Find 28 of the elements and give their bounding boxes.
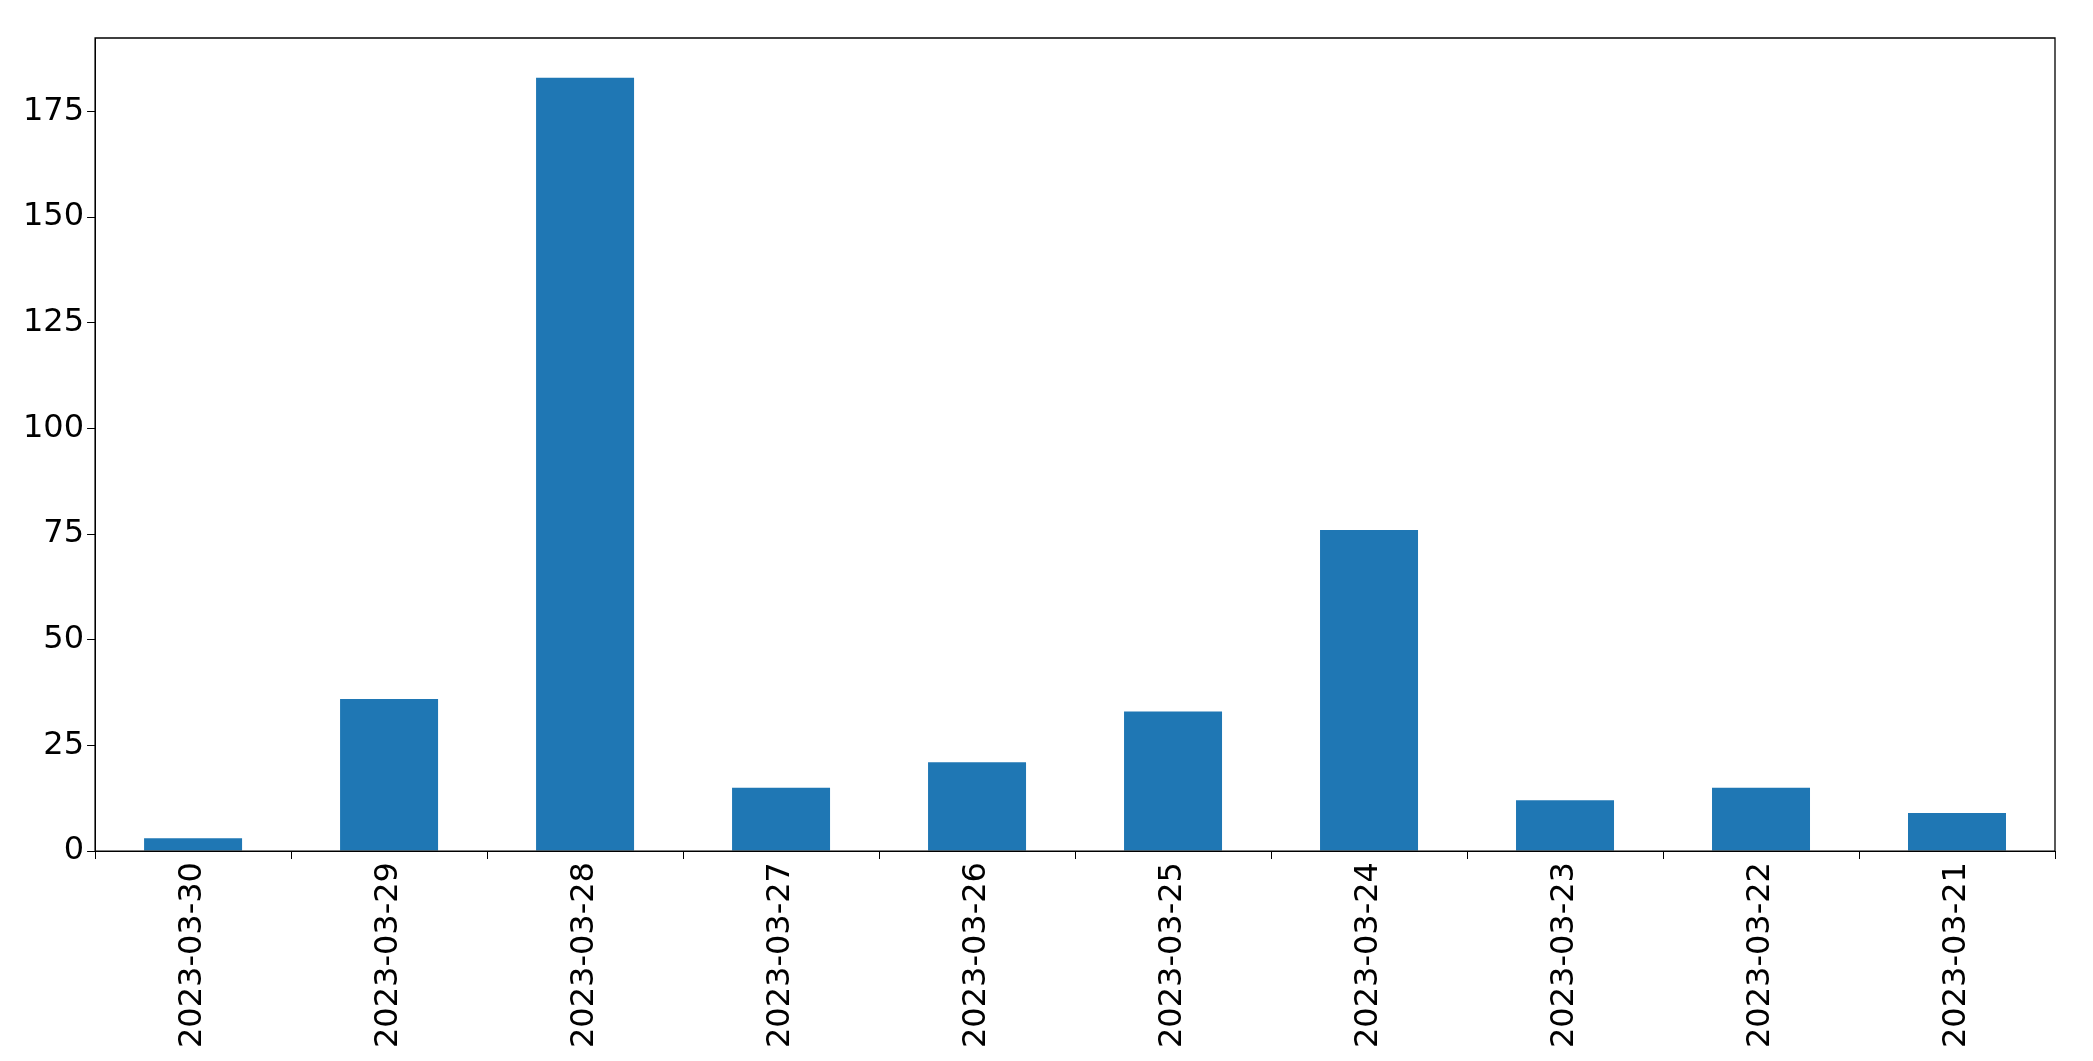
x-tick-label: 2023-03-21 (1935, 862, 1974, 1048)
x-tick-label: 2023-03-28 (563, 862, 602, 1048)
y-tick-label: 75 (43, 512, 85, 551)
bar (928, 762, 1027, 851)
x-tick-label: 2023-03-25 (1151, 862, 1190, 1048)
x-tick-label: 2023-03-22 (1739, 862, 1778, 1048)
x-tick-label: 2023-03-23 (1543, 862, 1582, 1048)
y-tick-label: 125 (23, 301, 85, 340)
bar (1320, 529, 1419, 851)
bar (1516, 800, 1615, 851)
y-tick-label: 150 (23, 195, 85, 234)
y-tick-label: 100 (23, 406, 85, 445)
bar (732, 787, 831, 851)
bar (144, 838, 243, 851)
y-tick-label: 25 (43, 723, 85, 762)
y-tick-label: 0 (63, 829, 85, 868)
x-tick-label: 2023-03-26 (955, 862, 994, 1048)
bar (536, 77, 635, 851)
y-tick-label: 175 (23, 89, 85, 128)
bar (1908, 813, 2006, 851)
y-tick-label: 50 (43, 618, 85, 657)
bar (340, 698, 439, 851)
x-tick-label: 2023-03-24 (1347, 862, 1386, 1048)
bar (1712, 787, 1811, 851)
bar (1124, 711, 1223, 851)
x-tick-label: 2023-03-30 (171, 862, 210, 1048)
x-tick-label: 2023-03-29 (367, 862, 406, 1048)
x-tick-label: 2023-03-27 (759, 862, 798, 1048)
